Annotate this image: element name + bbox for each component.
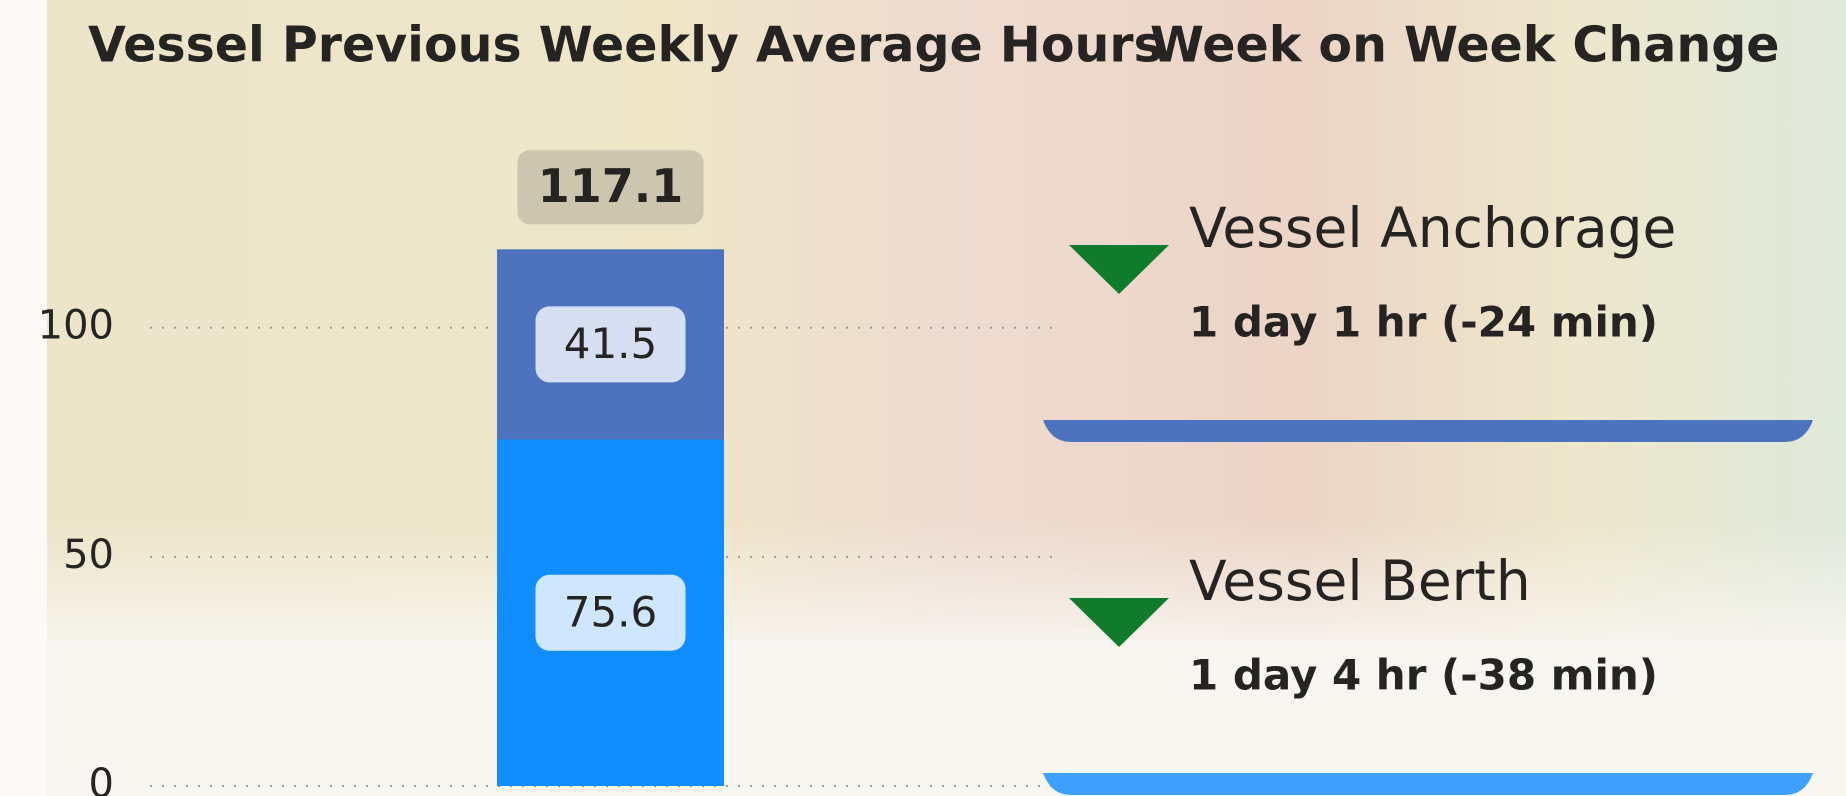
data-label-box xyxy=(535,574,686,651)
kpi-value: 1 day 4 hr (-38 min) xyxy=(1189,651,1658,700)
total-label-box xyxy=(517,150,704,225)
data-label-box xyxy=(535,306,686,383)
data-label: 75.6 xyxy=(564,587,658,636)
chart-title: Vessel Previous Weekly Average Hours xyxy=(88,17,1163,74)
kpi-bar xyxy=(1043,420,1813,442)
kpi-bar xyxy=(1043,773,1813,795)
data-label: 41.5 xyxy=(564,319,658,368)
down-triangle xyxy=(1069,598,1169,647)
y-tick-label: 100 xyxy=(38,303,114,349)
kpi-label: Vessel Berth xyxy=(1189,549,1531,613)
kpi-title: Week on Week Change xyxy=(1150,17,1780,74)
y-tick-label: 50 xyxy=(63,532,114,578)
kpi-label: Vessel Anchorage xyxy=(1189,196,1676,260)
kpi-value: 1 day 1 hr (-24 min) xyxy=(1189,298,1658,347)
y-tick-label: 0 xyxy=(89,761,114,796)
photo-floor xyxy=(47,520,1846,796)
total-label: 117.1 xyxy=(538,159,684,213)
down-triangle xyxy=(1069,245,1169,294)
